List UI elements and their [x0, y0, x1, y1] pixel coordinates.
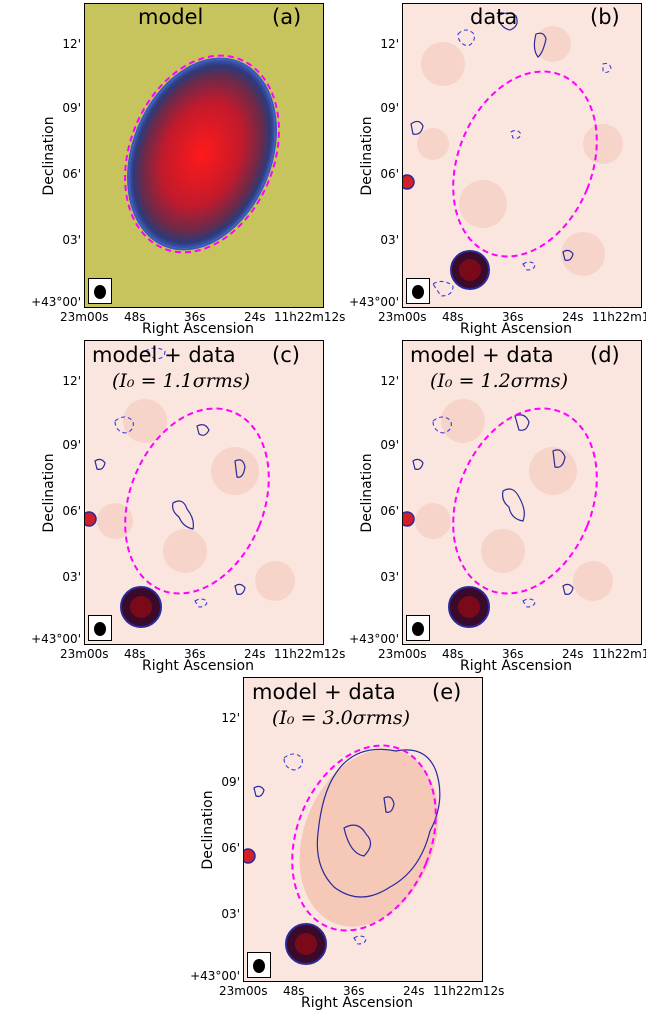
x-tick-label: 23m00s [60, 310, 109, 324]
panel-e-letter: (e) [432, 680, 462, 704]
panel-c-letter: (c) [272, 343, 300, 367]
panel-c-formula: (I₀ = 1.1σrms) [112, 370, 250, 392]
data-image-svg [403, 4, 641, 307]
panel-d-letter: (d) [590, 343, 620, 367]
x-tick-label: 36s [184, 647, 206, 661]
x-tick-label: 23m00s [378, 310, 427, 324]
beam-icon [406, 615, 430, 641]
y-tick-label: 06' [380, 504, 399, 518]
y-axis-label: Declination [41, 453, 57, 533]
y-axis-label: Declination [41, 116, 57, 196]
beam-icon [247, 952, 271, 978]
magenta-ellipse [124, 54, 280, 254]
x-tick-label: 11h22m12s [433, 984, 505, 998]
beam-icon [88, 278, 112, 304]
y-tick-label: +43°00' [31, 632, 81, 646]
x-tick-label: 48s [124, 310, 146, 324]
panel-a-title: model [138, 5, 204, 29]
panel-d-title: model + data [410, 343, 554, 367]
y-tick-label: 03' [62, 233, 81, 247]
panel-e-title: model + data [252, 680, 396, 704]
x-tick-label: 24s [562, 310, 584, 324]
magenta-ellipse [291, 744, 437, 932]
x-tick-label: 24s [244, 647, 266, 661]
y-tick-label: 12' [62, 374, 81, 388]
panel-b-letter: (b) [590, 5, 620, 29]
y-tick-label: 12' [221, 711, 240, 725]
x-axis-label: Right Ascension [460, 658, 572, 674]
x-tick-label: 11h22m12s [274, 310, 346, 324]
panel-c-title: model + data [92, 343, 236, 367]
panel-a-image [84, 3, 324, 308]
x-tick-label: 48s [124, 647, 146, 661]
panel-e-image [243, 677, 483, 982]
x-tick-label: 48s [442, 647, 464, 661]
y-tick-label: 09' [62, 438, 81, 452]
y-tick-label: 12' [380, 37, 399, 51]
x-tick-label: 36s [343, 984, 365, 998]
y-tick-label: +43°00' [31, 295, 81, 309]
x-axis-label: Right Ascension [301, 995, 413, 1011]
y-tick-label: 09' [221, 775, 240, 789]
model-source-ellipse [129, 59, 275, 249]
y-tick-label: 03' [62, 570, 81, 584]
combined-image-svg [244, 678, 482, 981]
y-tick-label: 03' [221, 907, 240, 921]
magenta-ellipse [452, 407, 598, 595]
x-tick-label: 36s [184, 310, 206, 324]
x-tick-label: 24s [403, 984, 425, 998]
x-tick-label: 23m00s [219, 984, 268, 998]
model-image-svg [85, 4, 323, 307]
beam-icon [406, 278, 430, 304]
x-tick-label: 24s [562, 647, 584, 661]
y-tick-label: 09' [380, 101, 399, 115]
panel-b-title: data [470, 5, 518, 29]
panel-d-formula: (I₀ = 1.2σrms) [430, 370, 568, 392]
y-tick-label: 03' [380, 570, 399, 584]
x-tick-label: 48s [442, 310, 464, 324]
magenta-ellipse [452, 70, 598, 258]
y-tick-label: 06' [380, 167, 399, 181]
y-axis-label: Declination [200, 790, 216, 870]
y-tick-label: 06' [62, 167, 81, 181]
y-tick-label: 12' [62, 37, 81, 51]
x-axis-label: Right Ascension [460, 321, 572, 337]
x-tick-label: 11h22m12s [274, 647, 346, 661]
y-tick-label: +43°00' [190, 969, 240, 983]
y-axis-label: Declination [359, 116, 375, 196]
x-tick-label: 23m00s [60, 647, 109, 661]
x-tick-label: 23m00s [378, 647, 427, 661]
magenta-ellipse [124, 407, 270, 595]
combined-image-svg [85, 341, 323, 644]
panel-a-letter: (a) [272, 5, 302, 29]
panel-c-image [84, 340, 324, 645]
y-tick-label: 09' [62, 101, 81, 115]
y-tick-label: 09' [380, 438, 399, 452]
y-tick-label: 12' [380, 374, 399, 388]
x-tick-label: 48s [283, 984, 305, 998]
y-tick-label: +43°00' [349, 295, 399, 309]
y-tick-label: 06' [221, 841, 240, 855]
y-tick-label: +43°00' [349, 632, 399, 646]
x-axis-label: Right Ascension [142, 658, 254, 674]
x-axis-label: Right Ascension [142, 321, 254, 337]
panel-d-image [402, 340, 642, 645]
x-tick-label: 36s [502, 310, 524, 324]
y-tick-label: 03' [380, 233, 399, 247]
x-tick-label: 11h22m12s [592, 310, 646, 324]
panel-e-formula: (I₀ = 3.0σrms) [272, 707, 410, 729]
panel-b-image [402, 3, 642, 308]
x-tick-label: 24s [244, 310, 266, 324]
y-axis-label: Declination [359, 453, 375, 533]
x-tick-label: 11h22m12s [592, 647, 646, 661]
x-tick-label: 36s [502, 647, 524, 661]
beam-icon [88, 615, 112, 641]
y-tick-label: 06' [62, 504, 81, 518]
combined-image-svg [403, 341, 641, 644]
